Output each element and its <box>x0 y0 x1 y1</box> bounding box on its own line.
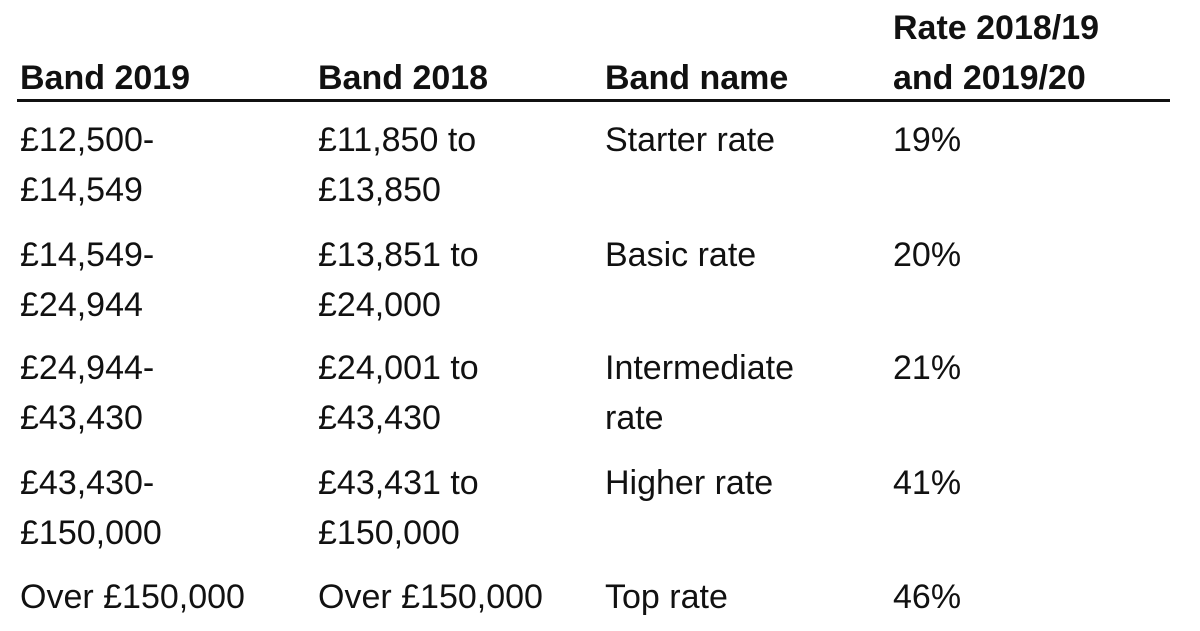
cell-band-2019: £24,944- £43,430 <box>20 349 155 437</box>
cell-band-name: Higher rate <box>605 464 774 502</box>
header-band-2019: Band 2019 <box>20 59 191 97</box>
cell-band-2019: £14,549- £24,944 <box>20 236 155 324</box>
cell-rate: 21% <box>893 349 962 387</box>
cell-band-2019: Over £150,000 <box>20 578 245 616</box>
cell-band-2019: £43,430- £150,000 <box>20 464 162 552</box>
cell-rate: 19% <box>893 121 962 159</box>
header-band-name: Band name <box>605 59 789 97</box>
cell-band-name: Top rate <box>605 578 728 616</box>
cell-band-name: Intermediate rate <box>605 349 794 437</box>
cell-band-2018: £13,851 to £24,000 <box>318 236 479 324</box>
header-rate: Rate 2018/19 and 2019/20 <box>893 9 1100 97</box>
cell-rate: 46% <box>893 578 962 616</box>
header-divider <box>17 99 1170 102</box>
cell-band-2018: £24,001 to £43,430 <box>318 349 479 437</box>
cell-band-name: Starter rate <box>605 121 776 159</box>
cell-rate: 41% <box>893 464 962 502</box>
cell-band-2018: £11,850 to £13,850 <box>318 121 477 209</box>
cell-band-name: Basic rate <box>605 236 757 274</box>
cell-rate: 20% <box>893 236 962 274</box>
cell-band-2018: £43,431 to £150,000 <box>318 464 479 552</box>
header-band-2018: Band 2018 <box>318 59 489 97</box>
cell-band-2019: £12,500- £14,549 <box>20 121 155 209</box>
cell-band-2018: Over £150,000 <box>318 578 543 616</box>
